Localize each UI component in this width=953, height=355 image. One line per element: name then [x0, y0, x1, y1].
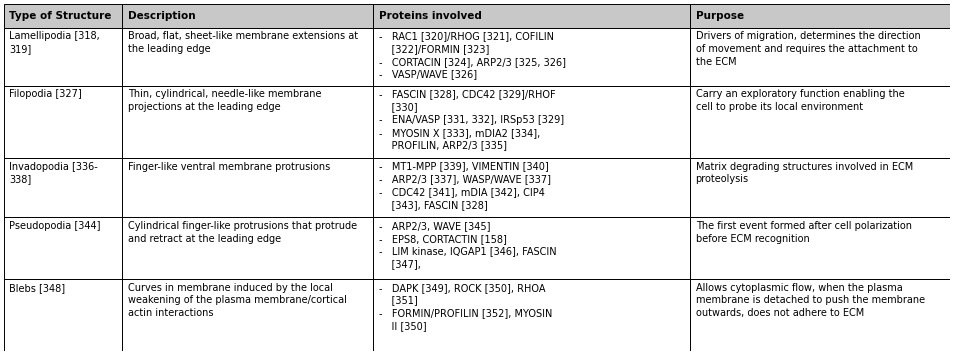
- Bar: [373, 28, 689, 86]
- Bar: [373, 158, 689, 217]
- Bar: [373, 279, 689, 351]
- Bar: [122, 279, 373, 351]
- Bar: [689, 158, 949, 217]
- Text: Proteins involved: Proteins involved: [378, 11, 481, 21]
- Bar: [4, 4, 122, 28]
- Text: -   MT1-MPP [339], VIMENTIN [340]
-   ARP2/3 [337], WASP/WAVE [337]
-   CDC42 [3: - MT1-MPP [339], VIMENTIN [340] - ARP2/3…: [378, 162, 550, 210]
- Text: Blebs [348]: Blebs [348]: [10, 283, 66, 293]
- Text: Matrix degrading structures involved in ECM
proteolysis: Matrix degrading structures involved in …: [695, 162, 912, 184]
- Text: -   ARP2/3, WAVE [345]
-   EPS8, CORTACTIN [158]
-   LIM kinase, IQGAP1 [346], F: - ARP2/3, WAVE [345] - EPS8, CORTACTIN […: [378, 221, 556, 269]
- Bar: [689, 28, 949, 86]
- Text: Invadopodia [336-
338]: Invadopodia [336- 338]: [10, 162, 98, 184]
- Text: Purpose: Purpose: [695, 11, 743, 21]
- Bar: [122, 4, 373, 28]
- Text: Carry an exploratory function enabling the
cell to probe its local environment: Carry an exploratory function enabling t…: [695, 89, 903, 112]
- Bar: [689, 217, 949, 279]
- Bar: [122, 86, 373, 158]
- Bar: [4, 28, 122, 86]
- Bar: [4, 158, 122, 217]
- Bar: [122, 217, 373, 279]
- Text: Description: Description: [128, 11, 195, 21]
- Bar: [4, 279, 122, 351]
- Text: Curves in membrane induced by the local
weakening of the plasma membrane/cortica: Curves in membrane induced by the local …: [128, 283, 346, 318]
- Bar: [689, 279, 949, 351]
- Bar: [689, 86, 949, 158]
- Text: The first event formed after cell polarization
before ECM recognition: The first event formed after cell polari…: [695, 221, 911, 244]
- Text: -   RAC1 [320]/RHOG [321], COFILIN
    [322]/FORMIN [323]
-   CORTACIN [324], AR: - RAC1 [320]/RHOG [321], COFILIN [322]/F…: [378, 31, 565, 80]
- Bar: [373, 4, 689, 28]
- Bar: [4, 217, 122, 279]
- Text: Lamellipodia [318,
319]: Lamellipodia [318, 319]: [10, 31, 100, 54]
- Text: -   FASCIN [328], CDC42 [329]/RHOF
    [330]
-   ENA/VASP [331, 332], IRSp53 [32: - FASCIN [328], CDC42 [329]/RHOF [330] -…: [378, 89, 563, 151]
- Text: Thin, cylindrical, needle-like membrane
projections at the leading edge: Thin, cylindrical, needle-like membrane …: [128, 89, 321, 112]
- Bar: [373, 86, 689, 158]
- Text: Filopodia [327]: Filopodia [327]: [10, 89, 82, 99]
- Text: Type of Structure: Type of Structure: [10, 11, 112, 21]
- Text: Drivers of migration, determines the direction
of movement and requires the atta: Drivers of migration, determines the dir…: [695, 31, 920, 67]
- Bar: [122, 28, 373, 86]
- Text: Broad, flat, sheet-like membrane extensions at
the leading edge: Broad, flat, sheet-like membrane extensi…: [128, 31, 357, 54]
- Bar: [373, 217, 689, 279]
- Bar: [689, 4, 949, 28]
- Text: Allows cytoplasmic flow, when the plasma
membrane is detached to push the membra: Allows cytoplasmic flow, when the plasma…: [695, 283, 923, 318]
- Text: -   DAPK [349], ROCK [350], RHOA
    [351]
-   FORMIN/PROFILIN [352], MYOSIN
   : - DAPK [349], ROCK [350], RHOA [351] - F…: [378, 283, 552, 331]
- Text: Cylindrical finger-like protrusions that protrude
and retract at the leading edg: Cylindrical finger-like protrusions that…: [128, 221, 356, 244]
- Bar: [122, 158, 373, 217]
- Bar: [4, 86, 122, 158]
- Text: Finger-like ventral membrane protrusions: Finger-like ventral membrane protrusions: [128, 162, 330, 171]
- Text: Pseudopodia [344]: Pseudopodia [344]: [10, 221, 101, 231]
